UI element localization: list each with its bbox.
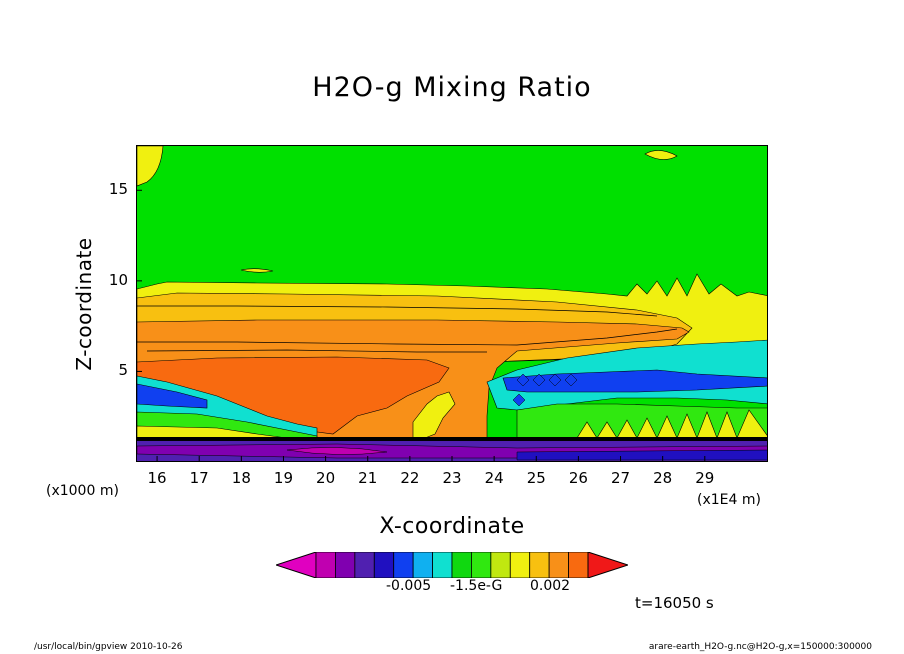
time-label: t=16050 s <box>635 594 714 612</box>
x-axis-unit: (x1E4 m) <box>697 492 761 508</box>
contour-dense-line <box>137 437 767 441</box>
y-tick-label: 10 <box>108 270 128 289</box>
chart-title: H2O-g Mixing Ratio <box>312 72 592 103</box>
x-tick-label: 21 <box>358 469 378 487</box>
x-tick-label: 25 <box>526 469 546 487</box>
y-tick-label: 5 <box>118 361 128 380</box>
footer-right: arare-earth_H2O-g.nc@H2O-g,x=150000:3000… <box>648 642 872 652</box>
contour-cell-blue <box>516 373 530 387</box>
x-tick-label: 19 <box>273 469 293 487</box>
colorbar-segment <box>373 552 395 578</box>
x-tick-label: 26 <box>568 469 588 487</box>
contour-cell-blue <box>564 373 578 387</box>
contour-cell-blue <box>512 393 526 407</box>
colorbar-segment <box>509 552 531 578</box>
colorbar-label: -0.005 <box>386 578 432 594</box>
contour-band-blue-left <box>137 383 208 409</box>
contour-line <box>137 305 658 317</box>
x-tick-label: 20 <box>316 469 336 487</box>
colorbar-segment <box>393 552 414 578</box>
colorbar-segment <box>432 552 453 578</box>
colorbar-arrow-left <box>276 552 317 578</box>
colorbar-segment <box>354 552 375 578</box>
y-tick-label: 15 <box>108 180 128 199</box>
x-tick-label: 16 <box>147 469 167 487</box>
colorbar-segment <box>490 552 511 578</box>
contour-spikes-yellow-lowerright <box>576 409 767 439</box>
contour-line <box>146 349 487 353</box>
colorbar-label: 0.002 <box>530 578 571 594</box>
colorbar-label: -1.5e-G <box>450 578 503 594</box>
contour-cell-blue <box>532 373 546 387</box>
x-tick-label: 28 <box>653 469 673 487</box>
y-axis-label: Z-coordinate <box>72 237 96 371</box>
colorbar-segment <box>412 552 433 578</box>
colorbar-segment <box>315 552 336 578</box>
colorbar-segment <box>568 552 589 578</box>
colorbar-segment <box>335 552 356 578</box>
footer-left: /usr/local/bin/gpview 2010-10-26 <box>34 642 183 652</box>
colorbar-segment <box>529 552 550 578</box>
y-axis-unit: (x1000 m) <box>46 483 119 499</box>
x-tick-label: 18 <box>231 469 251 487</box>
x-tick-label: 24 <box>484 469 504 487</box>
colorbar-segment <box>471 552 492 578</box>
x-tick-label: 17 <box>189 469 209 487</box>
contour-band-yellow-left <box>137 425 288 439</box>
contour-patch-yellow-small <box>240 268 274 273</box>
x-tick-label: 29 <box>695 469 715 487</box>
contour-band-blue-bottom <box>516 449 767 461</box>
x-tick-label: 27 <box>610 469 631 487</box>
x-tick-label: 23 <box>442 469 462 487</box>
plot-area <box>136 145 768 462</box>
contour-field <box>137 146 767 461</box>
colorbar-segment <box>548 552 569 578</box>
contour-cell-blue <box>548 373 562 387</box>
contour-patch-yellow-topleft <box>137 146 164 187</box>
x-tick-label: 22 <box>400 469 420 487</box>
colorbar-arrow-right <box>587 552 628 578</box>
colorbar-segment <box>451 552 472 578</box>
contour-line <box>137 328 678 346</box>
contour-patch-magenta <box>286 447 388 455</box>
x-axis-label: X-coordinate <box>379 514 525 539</box>
colorbar <box>276 552 628 578</box>
contour-band-blue-right <box>502 369 767 393</box>
contour-patch-yellow-topright <box>644 150 678 160</box>
